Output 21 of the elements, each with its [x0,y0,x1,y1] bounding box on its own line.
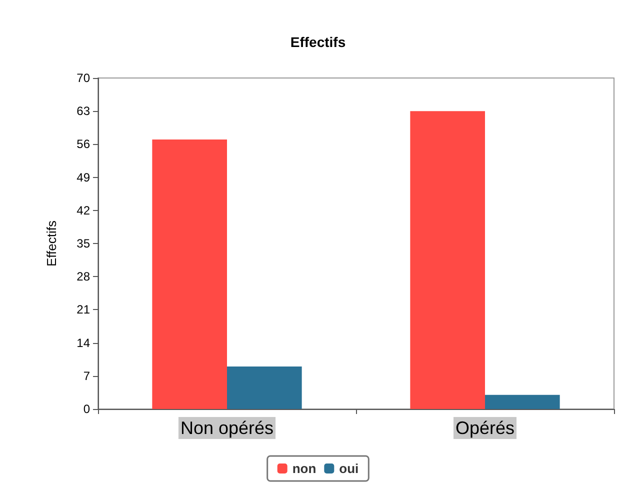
y-tick-label: 35 [76,236,90,250]
x-tick-label: Opérés [455,418,515,438]
bar [485,394,560,409]
bar [410,111,485,409]
y-tick-label: 56 [76,137,90,152]
y-axis-title: Effectifs [44,220,59,267]
bar [227,366,302,409]
y-tick-label: 14 [76,336,90,350]
y-tick-label: 21 [76,302,90,317]
y-tick-label: 49 [76,170,90,184]
chart-title: Effectifs [290,34,346,50]
y-tick-label: 63 [76,104,90,118]
y-tick-label: 70 [76,71,90,85]
y-tick-label: 42 [76,203,90,218]
legend-label: non [292,461,316,476]
y-tick-label: 0 [83,402,90,416]
y-tick-label: 28 [76,270,90,284]
x-tick-label: Non opérés [180,418,274,438]
y-tick-label: 7 [83,368,90,383]
legend-label: oui [339,461,359,476]
bar [152,139,227,409]
